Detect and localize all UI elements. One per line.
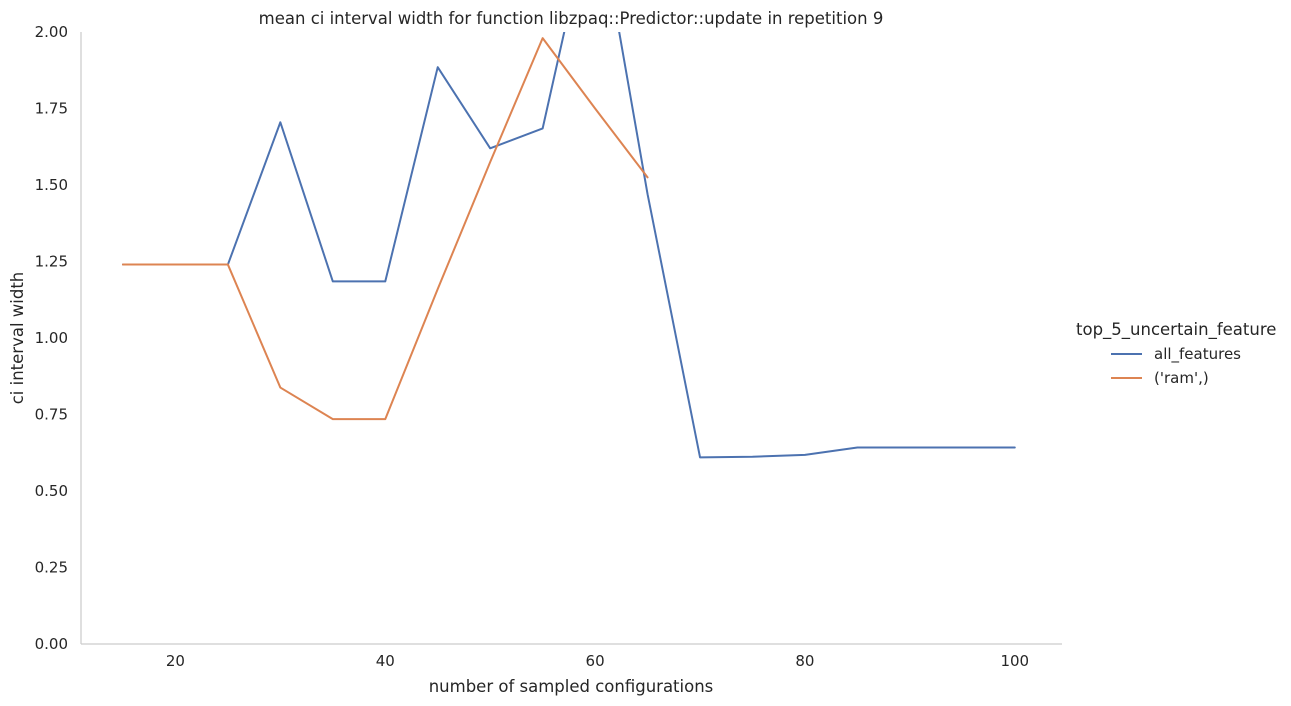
y-tick-label: 2.00: [35, 23, 68, 41]
x-tick-labels: 20 40 60 80 100: [166, 652, 1029, 670]
y-tick-label: 1.75: [35, 100, 68, 118]
y-tick-label: 1.25: [35, 253, 68, 271]
x-tick-label: 20: [166, 652, 185, 670]
y-tick-label: 0.00: [35, 635, 68, 653]
y-tick-label: 1.50: [35, 176, 68, 194]
y-tick-labels: 0.00 0.25 0.50 0.75 1.00 1.25 1.50 1.75 2.00: [35, 23, 68, 653]
y-tick-label: 0.50: [35, 482, 68, 500]
x-tick-label: 60: [586, 652, 605, 670]
legend-label: ('ram',): [1154, 369, 1209, 387]
legend-title: top_5_uncertain_feature: [1076, 320, 1276, 340]
y-tick-label: 0.25: [35, 559, 68, 577]
x-tick-label: 100: [1000, 652, 1029, 670]
y-tick-label: 0.75: [35, 406, 68, 424]
legend-label: all_features: [1154, 345, 1241, 364]
x-axis-title: number of sampled configurations: [429, 677, 714, 696]
x-tick-label: 40: [376, 652, 395, 670]
series-line-1: [121, 32, 1016, 459]
series-line-2: [121, 37, 649, 421]
y-axis-title: ci interval width: [8, 272, 27, 405]
x-tick-label: 80: [795, 652, 814, 670]
series-group: [121, 32, 1016, 459]
chart-title: mean ci interval width for function libz…: [259, 9, 884, 28]
legend: top_5_uncertain_feature all_features ('ra…: [1076, 320, 1276, 387]
y-tick-label: 1.00: [35, 329, 68, 347]
legend-items: all_features ('ram',): [1111, 345, 1241, 387]
